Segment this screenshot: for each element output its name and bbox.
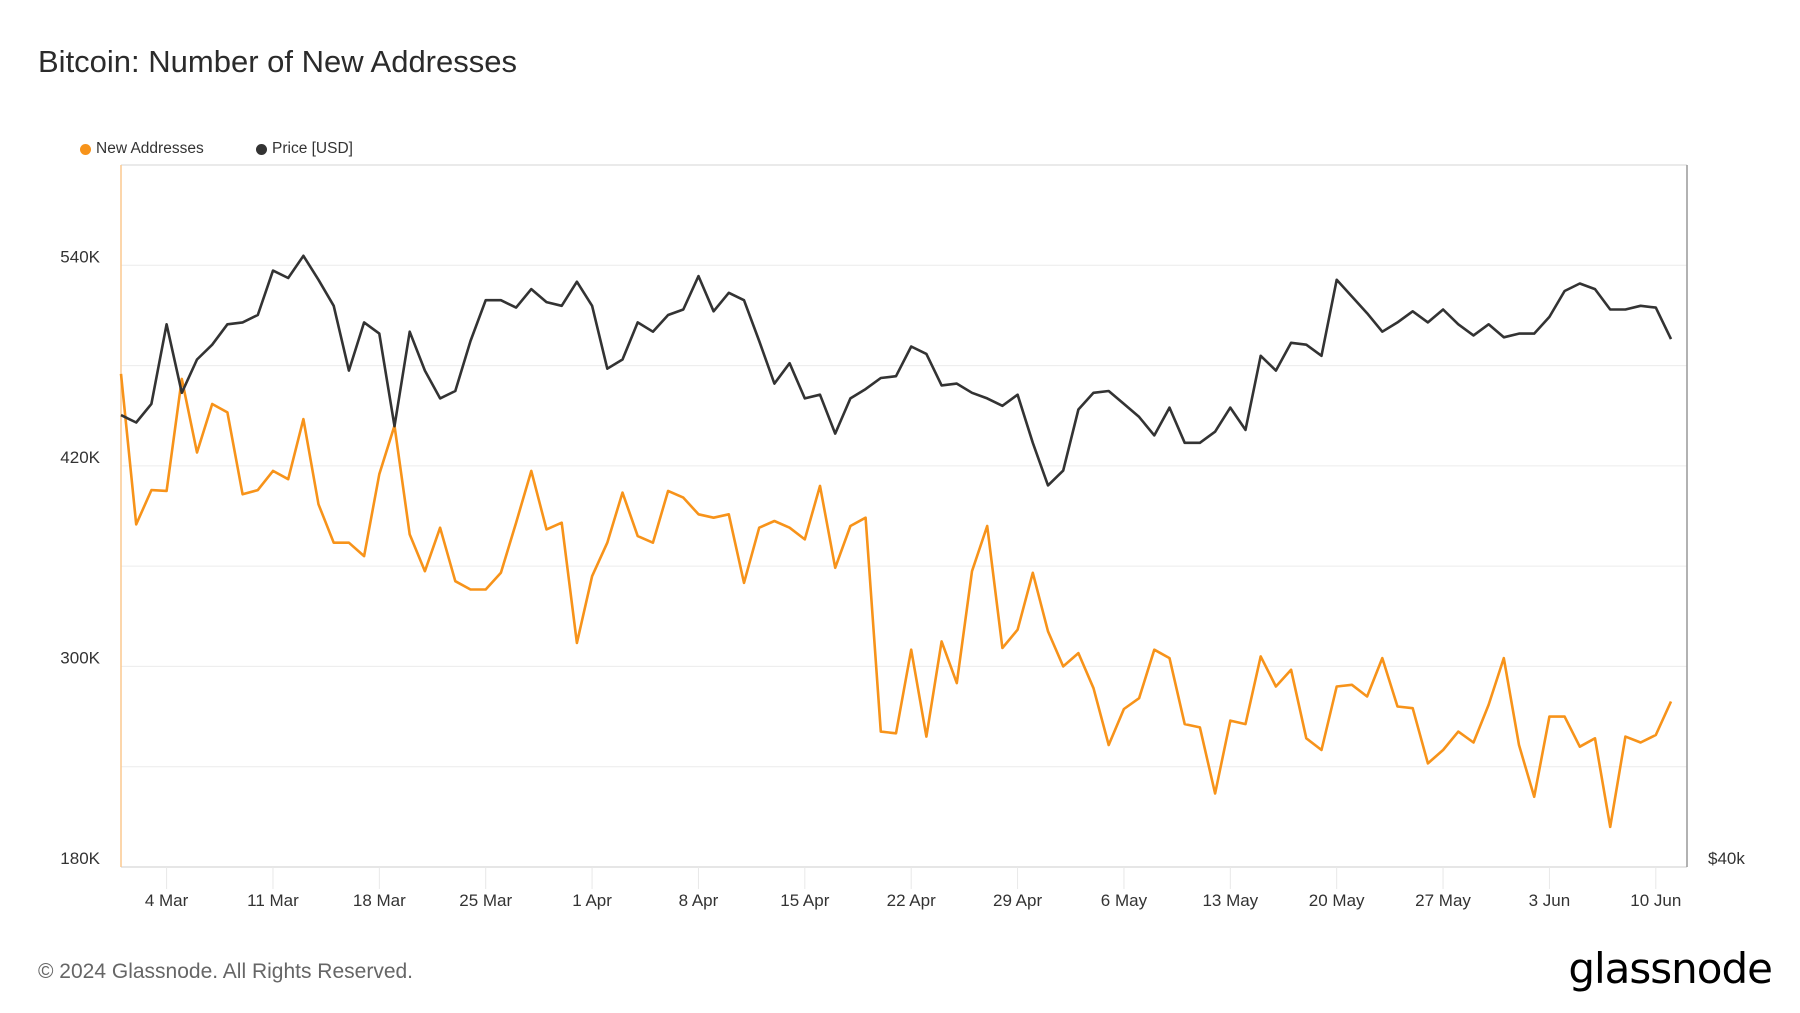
x-tick-label: 29 Apr xyxy=(993,891,1042,910)
x-tick-label: 11 Mar xyxy=(247,891,299,910)
y-tick-label: 300K xyxy=(60,648,100,667)
x-tick-label: 22 Apr xyxy=(887,891,936,910)
x-tick-label: 4 Mar xyxy=(145,891,189,910)
legend-label: New Addresses xyxy=(96,140,204,157)
legend-item-price[interactable]: Price [USD] xyxy=(256,140,353,158)
legend-item-new-addresses[interactable]: New Addresses xyxy=(80,140,204,158)
series-line-price xyxy=(120,254,1673,487)
series-line-new-addresses xyxy=(119,373,1673,829)
glassnode-logo: glassnode xyxy=(1568,944,1773,993)
x-tick-label: 25 Mar xyxy=(459,891,512,910)
legend-dot-icon xyxy=(256,143,267,155)
x-tick-label: 27 May xyxy=(1415,891,1471,910)
x-tick-label: 6 May xyxy=(1101,891,1148,910)
chart-title: Bitcoin: Number of New Addresses xyxy=(38,44,517,79)
x-tick-label: 3 Jun xyxy=(1529,891,1571,910)
x-tick-label: 8 Apr xyxy=(679,891,719,910)
x-tick-label: 18 Mar xyxy=(353,891,406,910)
x-tick-label: 13 May xyxy=(1202,891,1258,910)
x-tick-label: 20 May xyxy=(1309,891,1365,910)
y-right-tick-label: $40k xyxy=(1708,849,1745,868)
y-tick-label: 420K xyxy=(60,448,100,467)
y-tick-label: 540K xyxy=(60,247,100,266)
x-tick-label: 15 Apr xyxy=(780,891,829,910)
legend-dot-icon xyxy=(80,143,91,155)
legend-label: Price [USD] xyxy=(272,140,353,157)
x-tick-label: 10 Jun xyxy=(1630,891,1681,910)
copyright-text: © 2024 Glassnode. All Rights Reserved. xyxy=(38,960,414,983)
x-tick-label: 1 Apr xyxy=(572,891,612,910)
y-tick-label: 180K xyxy=(60,849,100,868)
